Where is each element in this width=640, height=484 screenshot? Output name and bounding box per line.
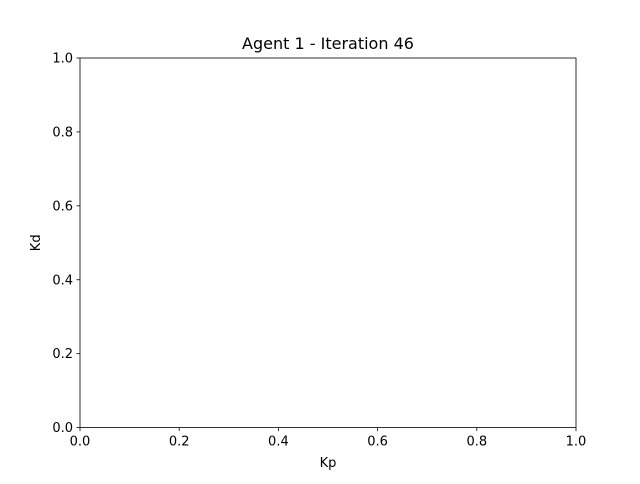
chart-title: Agent 1 - Iteration 46 (242, 34, 414, 53)
x-tick-label: 1.0 (566, 435, 587, 450)
x-tick-label: 0.4 (268, 435, 289, 450)
plot-background (80, 58, 576, 428)
x-axis-ticks: 0.0 0.2 0.4 0.6 0.8 1.0 (70, 427, 587, 450)
x-tick-label: 0.8 (466, 435, 487, 450)
y-tick-label: 0.4 (52, 273, 73, 288)
x-tick-label: 0.6 (367, 435, 388, 450)
x-tick-label: 0.0 (70, 435, 91, 450)
x-axis-label: Kp (320, 456, 337, 471)
y-axis-ticks: 0.0 0.2 0.4 0.6 0.8 1.0 (52, 52, 80, 436)
y-tick-label: 0.0 (52, 421, 73, 436)
y-tick-label: 0.8 (52, 125, 73, 140)
x-tick-label: 0.2 (169, 435, 190, 450)
y-axis-label: Kd (29, 234, 44, 251)
y-tick-label: 1.0 (52, 52, 73, 67)
plot-frame (79, 57, 577, 429)
y-tick-label: 0.2 (52, 347, 73, 362)
y-tick-label: 0.6 (52, 199, 73, 214)
